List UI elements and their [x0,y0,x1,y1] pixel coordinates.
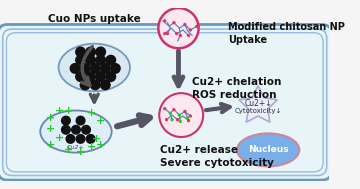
Text: Cuo NPs uptake: Cuo NPs uptake [48,14,141,24]
Circle shape [66,134,76,144]
Circle shape [175,32,178,35]
Circle shape [100,63,111,74]
Circle shape [187,34,190,37]
Circle shape [85,55,96,66]
Circle shape [183,23,186,26]
Circle shape [163,107,166,110]
Circle shape [86,134,96,144]
Text: +: + [64,145,73,155]
Text: Cu2+↓: Cu2+↓ [244,99,272,108]
Circle shape [90,79,101,90]
Circle shape [163,19,166,22]
Circle shape [100,79,111,90]
Circle shape [80,79,91,90]
Text: Cu2+: Cu2+ [67,145,85,150]
Circle shape [189,114,192,118]
Circle shape [168,112,172,115]
Circle shape [95,55,106,66]
Circle shape [186,116,189,119]
Circle shape [158,8,199,48]
Text: Cu2+ chelation
ROS reduction: Cu2+ chelation ROS reduction [192,77,282,100]
Circle shape [85,71,96,82]
Circle shape [75,71,86,82]
Text: +: + [46,124,55,134]
Ellipse shape [237,133,299,166]
Circle shape [90,63,101,74]
Circle shape [163,32,166,35]
Circle shape [172,21,176,24]
Circle shape [159,93,203,137]
Text: +: + [64,106,73,116]
Circle shape [179,34,182,37]
Text: +: + [46,140,55,150]
Text: +: + [55,133,64,143]
Circle shape [166,32,169,35]
Circle shape [105,71,116,82]
Text: +: + [96,116,105,125]
Circle shape [75,46,86,57]
Polygon shape [239,86,277,122]
Circle shape [69,63,81,74]
Text: Cu2+ release
Severe cytotoxicity: Cu2+ release Severe cytotoxicity [160,145,274,169]
Circle shape [76,134,86,144]
Circle shape [85,46,96,57]
FancyBboxPatch shape [0,25,331,180]
Circle shape [183,110,186,113]
Circle shape [81,125,91,135]
Text: +: + [87,142,96,152]
Circle shape [165,118,168,121]
Circle shape [105,55,116,66]
Text: Modified chitosan NP
Uptake: Modified chitosan NP Uptake [228,22,345,45]
Circle shape [71,125,81,135]
Text: Nucleus: Nucleus [248,145,288,154]
Circle shape [179,120,182,123]
Circle shape [110,63,121,74]
Circle shape [61,115,71,126]
Text: Cytotoxicity↓: Cytotoxicity↓ [234,108,282,115]
Circle shape [75,55,86,66]
Ellipse shape [59,44,130,91]
Circle shape [176,118,179,121]
Circle shape [80,63,91,74]
Circle shape [76,115,86,126]
Circle shape [172,108,176,111]
Circle shape [95,46,106,57]
Circle shape [170,118,174,121]
Text: +: + [87,108,96,118]
Circle shape [187,119,190,122]
Text: +: + [96,140,105,150]
Circle shape [61,125,71,135]
Text: +: + [76,147,85,157]
Text: +: + [91,134,101,144]
Text: +: + [55,105,64,115]
Text: +: + [46,113,55,123]
Circle shape [178,113,181,117]
Circle shape [189,28,192,32]
Circle shape [95,71,106,82]
Circle shape [195,25,198,28]
Ellipse shape [40,111,112,153]
